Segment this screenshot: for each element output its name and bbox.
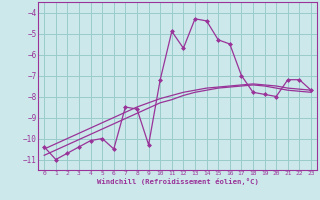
X-axis label: Windchill (Refroidissement éolien,°C): Windchill (Refroidissement éolien,°C) bbox=[97, 178, 259, 185]
